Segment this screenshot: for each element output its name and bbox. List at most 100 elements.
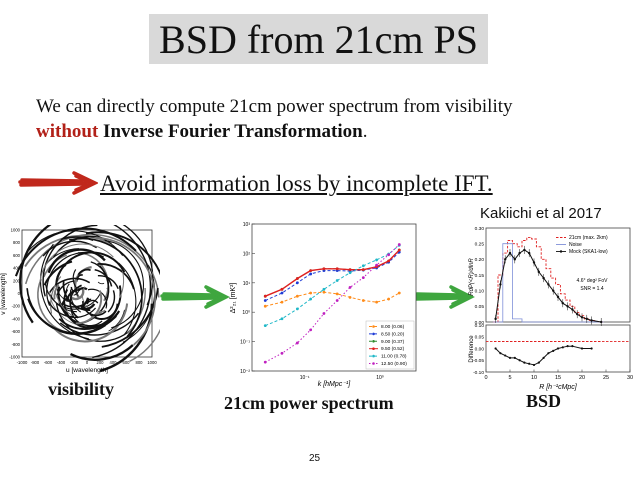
visibility-track (107, 290, 116, 313)
bsd-legend-label: 21cm (max. 2km) (569, 235, 608, 241)
vis-xtick: 0 (86, 360, 89, 365)
ps-point (397, 243, 401, 246)
bsd-mock-point (523, 248, 526, 252)
bsd-mock-point (600, 320, 603, 324)
title-background (149, 14, 488, 64)
ps-point (397, 291, 401, 295)
visibility-track (99, 303, 154, 373)
bsd-diff-point (499, 352, 502, 355)
ps-point (263, 299, 267, 302)
ps-point (335, 299, 339, 302)
bsd-ytick-bottom: 0.05 (475, 335, 485, 341)
bsd-xtick: 20 (579, 375, 585, 381)
ps-point (309, 272, 313, 276)
ps-ytick: 10⁻² (240, 369, 250, 375)
visibility-track (51, 303, 129, 343)
ps-series-line (265, 251, 400, 301)
vis-ytick: -600 (12, 329, 21, 334)
without-keyword: without (36, 121, 99, 142)
visibility-plot: -1000 -800 -600 -400 -200 0 200 400 600 800 100010… (0, 225, 160, 374)
bsd-ylabel-top: RdP(<R)/dlnR (469, 258, 475, 296)
vis-ytick: -1000 (9, 355, 20, 360)
ps-point (280, 300, 284, 304)
visibility-track (50, 276, 62, 314)
bsd-plot: 0 5 10 15 20 25 30 0.30 0.25 0.20 0.15 0.10 0.05 0.00… (469, 226, 633, 391)
visibility-track (97, 263, 135, 290)
page-number: 25 (309, 453, 321, 464)
vis-xtick: 800 (136, 360, 144, 365)
ps-point (295, 341, 299, 345)
bsd-diff-point (513, 356, 516, 359)
visibility-track (73, 288, 80, 296)
bsd-diff-point (508, 356, 512, 359)
bsd-mock-point (566, 305, 569, 308)
bsd-ytick-top: 0.20 (475, 257, 485, 263)
ps-ytick: 10¹ (243, 281, 251, 287)
line2-period: . (362, 121, 368, 142)
ps-point (309, 297, 313, 301)
ps-ylabel: Δ²₂₁ [mK²] (230, 283, 237, 314)
vis-xtick: 200 (97, 360, 105, 365)
bsd-diff-point (542, 356, 545, 359)
bsd-mock-point (585, 317, 588, 321)
vis-ytick: 1000 (11, 228, 21, 233)
vis-ytick: -200 (12, 304, 21, 309)
caption-power-spectrum: 21cm power spectrum (224, 393, 394, 413)
ps-point (322, 290, 326, 294)
ps-legend-marker (372, 347, 375, 350)
ps-legend-label: 8.00 (0.06) (381, 324, 405, 330)
visibility-track (69, 284, 82, 319)
bsd-ytick-bottom: 0.00 (475, 346, 485, 352)
vis-xtick: 1000 (147, 360, 157, 365)
bsd-mock-point (561, 302, 564, 305)
bsd-mock-point (576, 312, 579, 316)
visibility-track (62, 299, 90, 308)
ps-ytick: 10⁻¹ (240, 340, 250, 346)
ps-point (322, 287, 326, 291)
ps-point (263, 360, 267, 364)
ps-legend-marker (372, 325, 375, 328)
vis-ytick: 200 (13, 278, 21, 283)
vis-xtick: 400 (110, 360, 118, 365)
ps-point (280, 291, 284, 295)
visibility-track (45, 248, 80, 265)
visibility-track (69, 289, 82, 313)
ps-ytick: 10² (243, 251, 251, 257)
bsd-ytick-top: 0.05 (475, 304, 485, 310)
bsd-diff-point (590, 347, 593, 350)
green-arrow-icon-2 (413, 285, 475, 309)
ps-ytick: 10³ (243, 222, 251, 228)
visibility-track (118, 262, 137, 335)
bsd-mock-point (547, 283, 550, 286)
visibility-track (122, 225, 154, 306)
ps-legend-label: 8.50 (0.20) (381, 331, 405, 337)
bsd-noise-line (493, 243, 604, 323)
visibility-track (104, 239, 144, 329)
ps-xtick: 10⁻¹ (300, 375, 310, 381)
bsd-mock-point (504, 258, 507, 261)
visibility-track (94, 269, 113, 287)
bsd-mock-point (532, 261, 536, 264)
red-arrow-icon (18, 171, 98, 195)
bsd-mock-line (495, 249, 602, 323)
caption-visibility: visibility (48, 379, 115, 399)
ps-point (309, 328, 313, 332)
ps-point (263, 294, 267, 298)
bsd-xtick: 30 (627, 375, 633, 381)
bsd-xtick: 15 (555, 375, 561, 381)
avoid-statement: Avoid information loss by incomplete IFT… (100, 171, 493, 196)
vis-ytick: 600 (13, 253, 21, 258)
bsd-mock-point (528, 251, 531, 255)
ps-point (348, 271, 352, 275)
ps-point (387, 297, 391, 301)
body-line-1: We can directly compute 21cm power spect… (36, 96, 513, 117)
visibility-track (108, 309, 125, 332)
ps-point (348, 268, 352, 272)
bsd-mock-point (537, 270, 540, 274)
ps-point (397, 248, 401, 252)
bsd-ytick-top: 0.25 (475, 241, 485, 247)
bsd-diff-point (528, 362, 531, 365)
bsd-mock-point (499, 283, 502, 286)
ps-legend-marker (372, 362, 375, 365)
ps-ytick: 10⁰ (242, 310, 250, 316)
